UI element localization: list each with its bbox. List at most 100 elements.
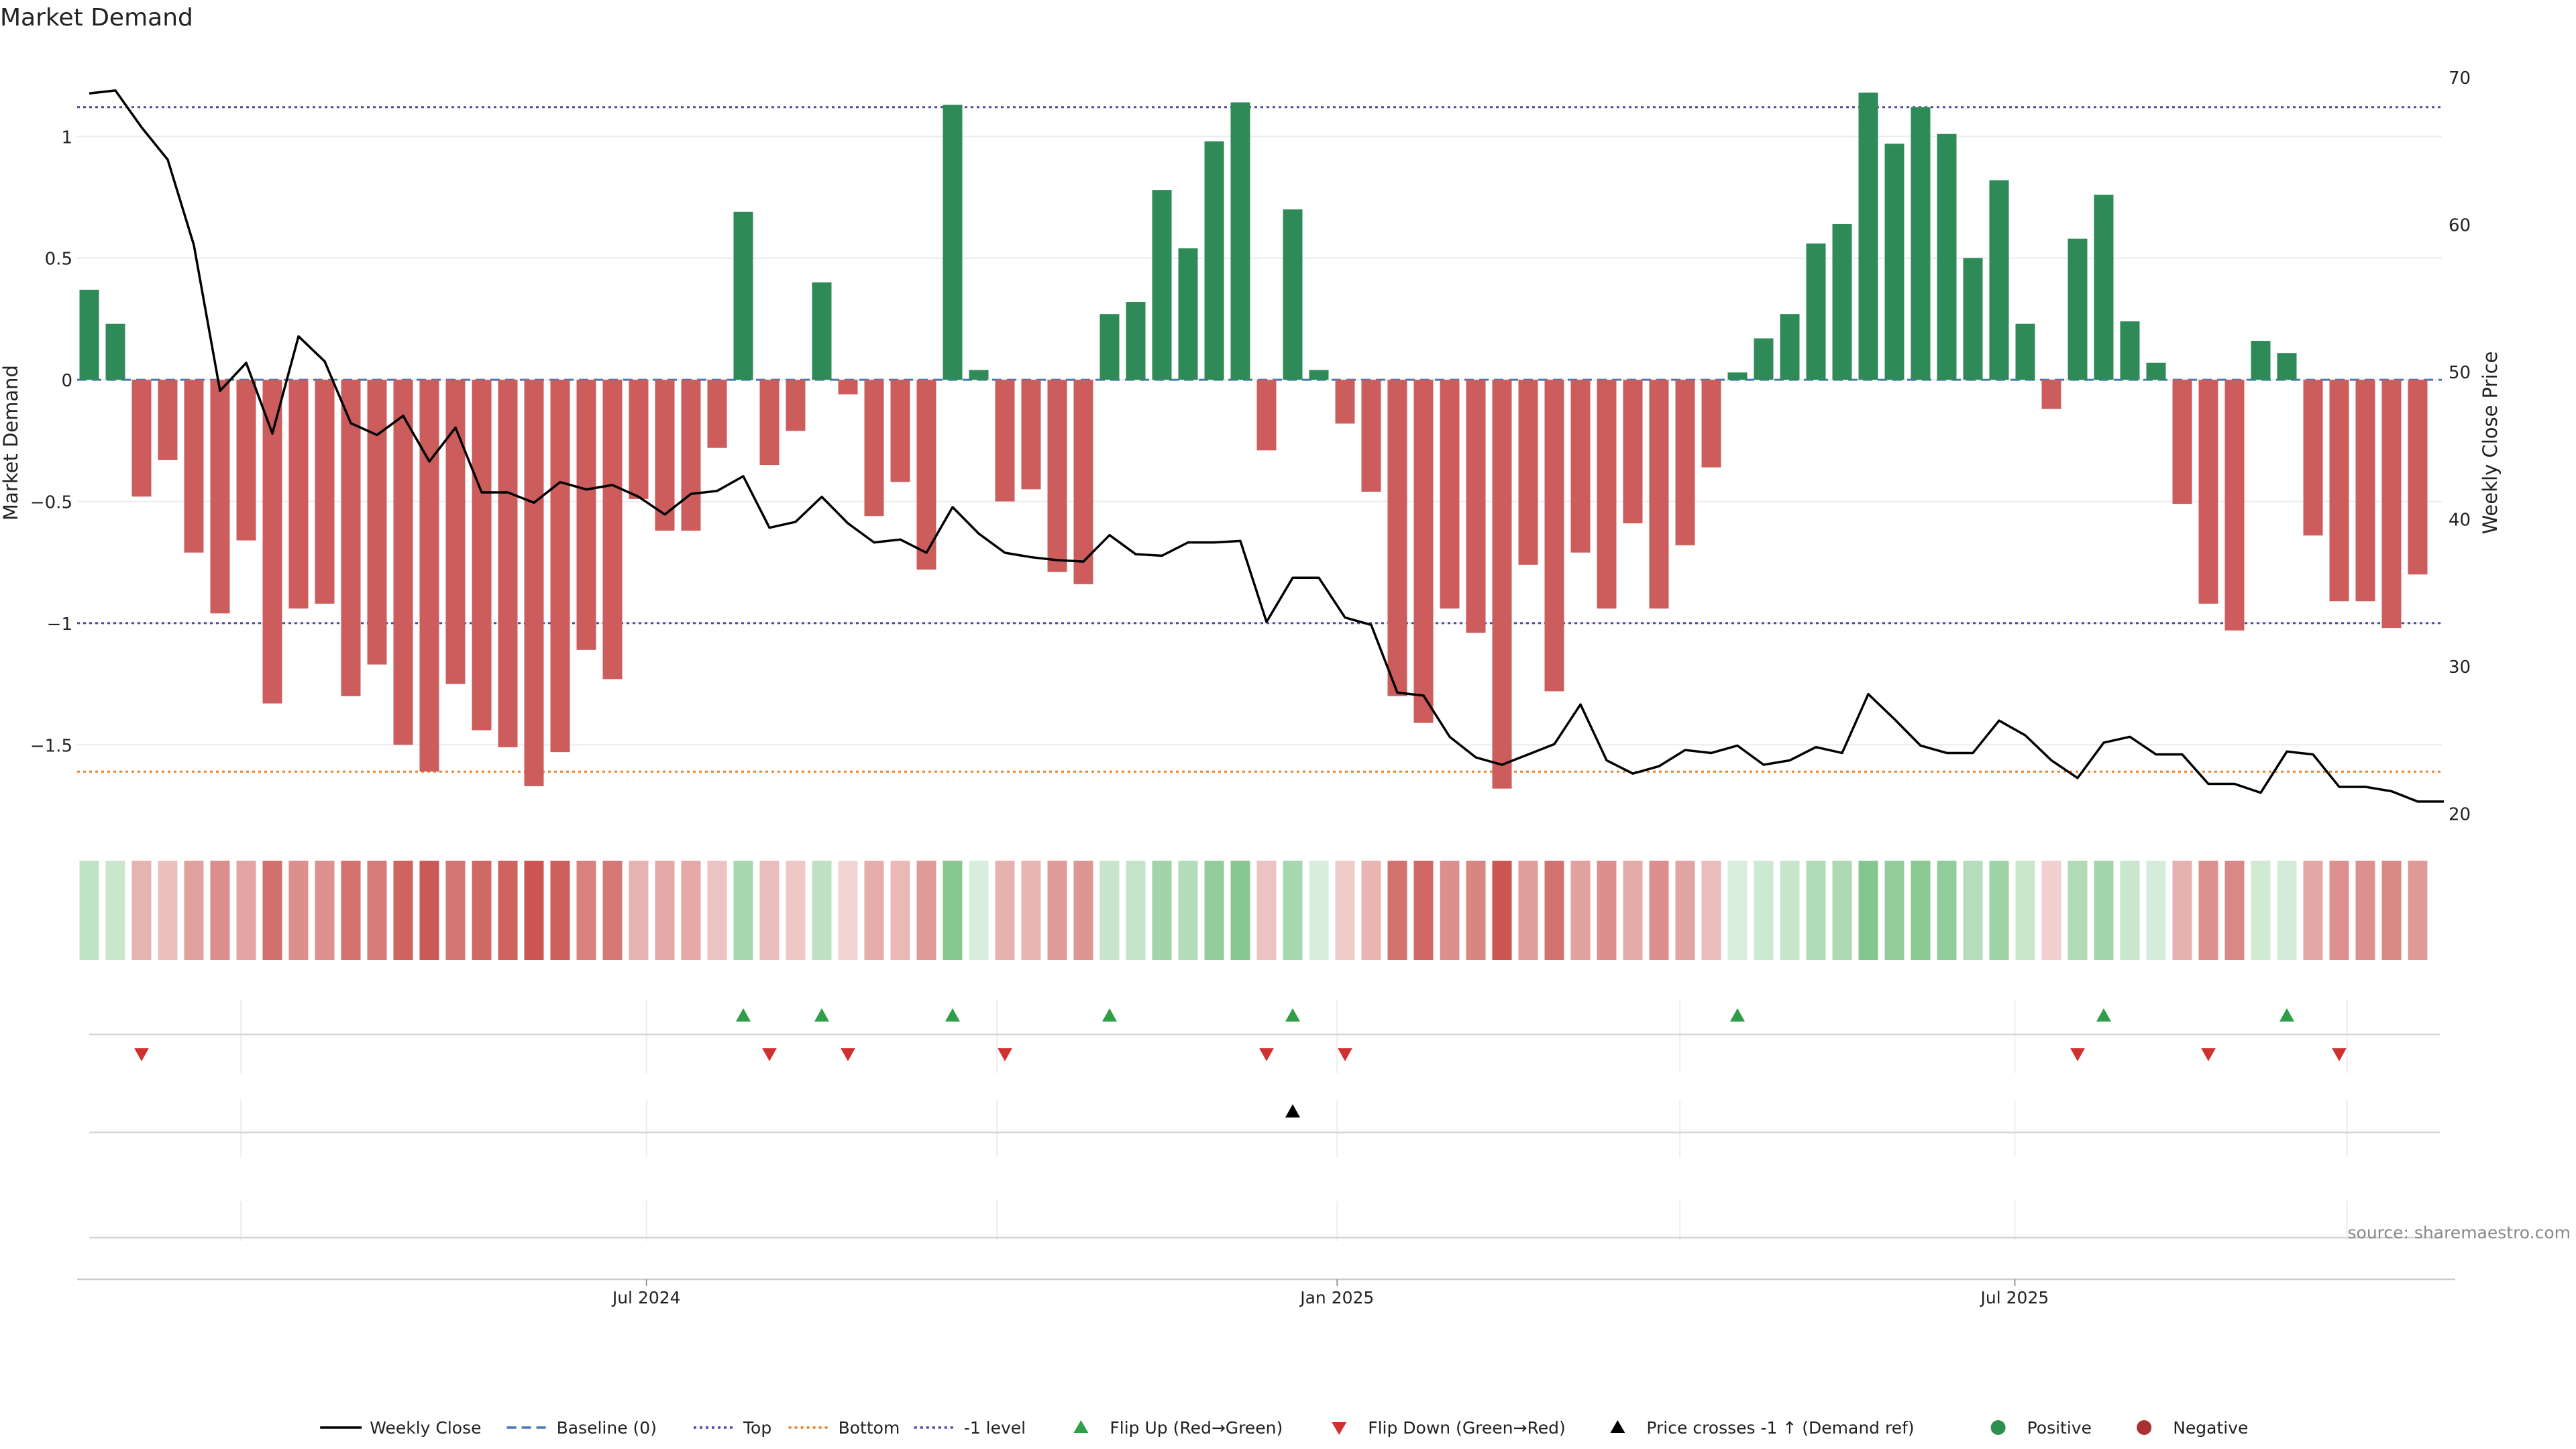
- demand-bar: [2329, 380, 2349, 602]
- heat-cell: [916, 861, 936, 960]
- y-right-tick-label: 60: [2449, 216, 2471, 236]
- flip-up-marker: [736, 1008, 751, 1022]
- demand-bar: [759, 380, 780, 466]
- demand-bar: [1361, 380, 1381, 492]
- demand-bar: [472, 380, 492, 731]
- demand-bar: [576, 380, 596, 650]
- legend-swatch: [1332, 1422, 1347, 1435]
- heat-cell: [1309, 861, 1329, 960]
- heat-cell: [2381, 861, 2402, 960]
- heat-cell: [367, 861, 387, 960]
- legend-label: Top: [743, 1418, 771, 1438]
- heat-cell: [1623, 861, 1643, 960]
- heat-cell: [1858, 861, 1878, 960]
- heat-cell: [1649, 861, 1669, 960]
- heat-cell: [158, 861, 178, 960]
- heat-cell: [1413, 861, 1434, 960]
- demand-bar: [79, 289, 99, 380]
- legend-label: Positive: [2027, 1418, 2092, 1438]
- heat-cell: [629, 861, 649, 960]
- demand-bar: [1518, 380, 1538, 565]
- demand-bar: [524, 380, 544, 786]
- demand-bar: [1963, 258, 1983, 380]
- heat-cell: [1178, 861, 1198, 960]
- heat-cell: [550, 861, 570, 960]
- demand-bar: [2303, 380, 2323, 536]
- legend-swatch: [1610, 1420, 1625, 1433]
- heat-cell: [1701, 861, 1721, 960]
- demand-bar: [1335, 380, 1355, 424]
- heat-cell: [786, 861, 806, 960]
- demand-bar: [236, 380, 256, 541]
- demand-bar: [498, 380, 518, 747]
- heat-cell: [445, 861, 466, 960]
- demand-bar: [2277, 353, 2297, 380]
- demand-bar: [1675, 380, 1695, 545]
- heat-cell: [681, 861, 701, 960]
- demand-bar: [1780, 314, 1800, 380]
- y-left-tick-label: 0: [61, 371, 72, 391]
- heat-cell: [2120, 861, 2140, 960]
- legend-label: Flip Down (Green→Red): [1368, 1418, 1566, 1438]
- flip-markers-panel: [89, 1000, 2440, 1073]
- heat-cell: [1387, 861, 1407, 960]
- demand-bar: [707, 380, 727, 448]
- y-left-tick-label: 1: [61, 127, 72, 148]
- price-cross-panel: [89, 1100, 2440, 1157]
- heat-cell: [1570, 861, 1591, 960]
- heat-cell: [1675, 861, 1695, 960]
- flip-up-marker: [814, 1008, 829, 1022]
- heat-cell: [2041, 861, 2061, 960]
- heat-cell: [131, 861, 152, 960]
- heat-cell: [1963, 861, 1983, 960]
- heat-cell: [2251, 861, 2271, 960]
- demand-bar: [969, 370, 989, 380]
- demand-bar: [2172, 380, 2192, 504]
- legend-swatch: [2137, 1420, 2152, 1435]
- demand-bar: [1754, 338, 1774, 380]
- x-tick-label: Jan 2025: [1299, 1288, 1374, 1307]
- y-left-tick-label: −0.5: [30, 493, 72, 513]
- demand-bar: [864, 380, 884, 517]
- demand-bar: [943, 105, 963, 380]
- demand-bar: [1309, 370, 1329, 380]
- demand-bar: [1597, 380, 1617, 609]
- demand-bar: [445, 380, 466, 684]
- heat-cell: [2172, 861, 2192, 960]
- flip-up-marker: [945, 1008, 960, 1022]
- heat-cell: [341, 861, 361, 960]
- heat-cell: [236, 861, 256, 960]
- legend: Weekly Close Baseline (0) Top Bottom -1 leve…: [320, 1418, 2248, 1438]
- heat-cell: [812, 861, 832, 960]
- demand-bar: [2355, 380, 2375, 602]
- demand-bar: [838, 380, 858, 394]
- heat-cell: [864, 861, 884, 960]
- heat-cell: [1806, 861, 1826, 960]
- heat-cell: [524, 861, 544, 960]
- demand-bar: [2146, 362, 2166, 380]
- demand-bar: [2408, 380, 2428, 575]
- flip-up-marker: [1285, 1008, 1300, 1022]
- heat-cell: [1989, 861, 2009, 960]
- y-right-tick-label: 40: [2449, 511, 2471, 531]
- demand-bar: [1937, 133, 1957, 380]
- demand-bar: [2094, 195, 2114, 380]
- heat-cell: [105, 861, 125, 960]
- heat-cell: [838, 861, 858, 960]
- heat-cell: [1283, 861, 1303, 960]
- demand-bar: [1073, 380, 1093, 584]
- demand-bar: [2041, 380, 2061, 409]
- demand-bar: [1047, 380, 1067, 572]
- heat-cell: [1780, 861, 1800, 960]
- heat-cell: [2329, 861, 2349, 960]
- legend-label: Weekly Close: [370, 1418, 481, 1438]
- flip-down-marker: [2332, 1048, 2347, 1061]
- legend-label: Baseline (0): [557, 1418, 657, 1438]
- legend-label: Negative: [2173, 1418, 2248, 1438]
- demand-bar: [655, 380, 675, 531]
- heat-cell: [995, 861, 1015, 960]
- demand-bar: [1099, 314, 1120, 380]
- demand-bar: [1152, 190, 1172, 380]
- heat-cell: [1518, 861, 1538, 960]
- heat-cell: [79, 861, 99, 960]
